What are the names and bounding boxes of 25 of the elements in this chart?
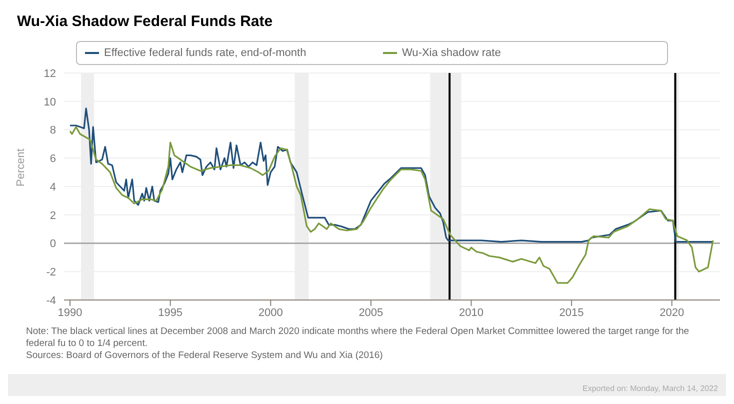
chart-title: Wu-Xia Shadow Federal Funds Rate [16,12,274,32]
x-tick-label: 2015 [559,306,584,319]
x-tick-label: 2005 [358,306,384,319]
x-tick-label: 2020 [660,306,684,319]
y-tick-label: -4 [46,294,56,307]
y-tick-label: 2 [50,210,56,222]
y-tick-label: 0 [50,238,56,250]
legend-label: Wu-Xia shadow rate [402,47,501,59]
text: Note: The black vertical lines at December 2008 and March 2020 indicate months where the Federal Open Market Committee lowered the target range for the federal fu to 0 to 1/4 percent. [26,326,690,350]
y-tick-label: 6 [50,153,56,166]
x-tick-label: 1990 [58,306,82,319]
x-tick-label: 2000 [258,306,283,319]
x-tick-label: 1995 [158,306,183,319]
y-tick-label: 12 [44,68,56,80]
source-note: Sources: Board of Governors of the Federal Reserve System and Wu and Xia (2016) [26,350,384,362]
line-series [69,108,714,243]
legend-label: Effective federal funds rate, end-of-month [104,47,306,59]
y-tick-label: 8 [50,124,56,137]
y-tick-label: -2 [46,266,56,279]
y-axis-title: Percent [14,148,27,186]
text: Exported on: Monday, March 14, 2022 [8,374,726,396]
y-tick-label: 10 [44,96,56,108]
line-series [69,126,714,284]
y-tick-label: 4 [50,181,56,194]
x-tick-label: 2010 [459,306,484,319]
